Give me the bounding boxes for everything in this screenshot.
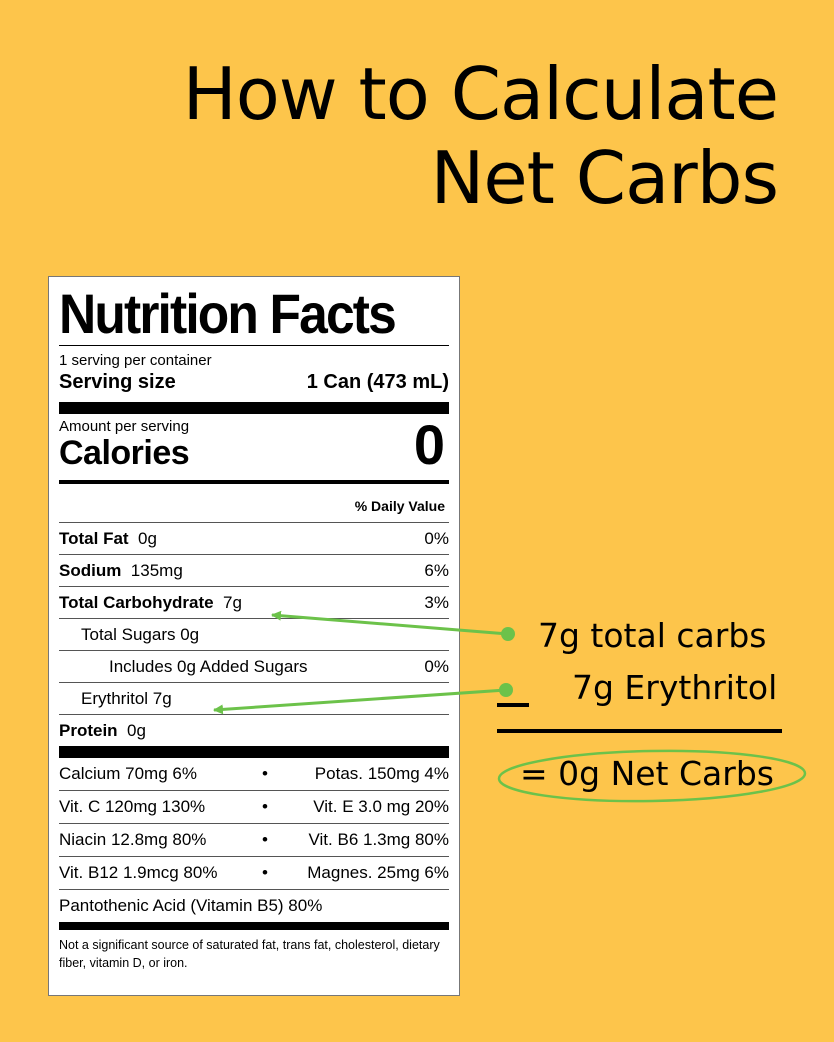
mineral-right: Vit. B6 1.3mg 80% xyxy=(308,830,450,849)
total-fat-amount: 0g xyxy=(138,528,157,548)
servings-per-container: 1 serving per container xyxy=(59,352,212,369)
sodium-amount: 135mg xyxy=(130,560,183,580)
protein-amount: 0g xyxy=(127,720,146,740)
sodium-row: Sodium 135mg 6% xyxy=(59,554,449,586)
calories-block: Amount per serving Calories 0 xyxy=(59,413,449,478)
total-carbs-dot xyxy=(501,627,515,641)
calories-value: 0 xyxy=(413,413,445,476)
mineral-right: Potas. 150mg 4% xyxy=(314,764,449,783)
mineral-row: Calcium 70mg 6% • Potas. 150mg 4% xyxy=(59,758,449,790)
pantothenic-row: Pantothenic Acid (Vitamin B5) 80% xyxy=(59,889,449,922)
sodium-name: Sodium xyxy=(59,560,122,580)
added-sugars-dv: 0% xyxy=(424,656,449,676)
total-carbohydrate-row: Total Carbohydrate 7g 3% xyxy=(59,586,449,618)
title-line-1: How to Calculate xyxy=(182,52,779,136)
divider-thick xyxy=(59,402,449,414)
added-sugars-row: Includes 0g Added Sugars 0% xyxy=(59,650,449,682)
erythritol-annotation: 7g Erythritol xyxy=(572,668,778,707)
serving-size-value: 1 Can (473 mL) xyxy=(306,371,449,393)
nutrition-facts-label: Nutrition Facts 1 serving per container … xyxy=(48,276,460,996)
mineral-left: Vit. B12 1.9mcg 80% xyxy=(59,863,218,882)
title-line-2: Net Carbs xyxy=(430,136,779,220)
minus-sign xyxy=(497,703,529,707)
bullet: • xyxy=(262,863,268,882)
serving-size-row: Serving size 1 Can (473 mL) xyxy=(59,371,449,394)
divider-thick xyxy=(59,922,449,930)
erythritol-text: Erythritol 7g xyxy=(81,688,172,708)
total-fat-name: Total Fat xyxy=(59,528,129,548)
net-carbs-annotation: = 0g Net Carbs xyxy=(520,754,774,793)
erythritol-arrow xyxy=(213,688,507,715)
protein-name: Protein xyxy=(59,720,118,740)
bullet: • xyxy=(262,797,268,816)
protein-row: Protein 0g xyxy=(59,714,449,746)
bullet: • xyxy=(262,764,268,783)
total-fat-row: Total Fat 0g 0% xyxy=(59,522,449,554)
total-carb-name: Total Carbohydrate xyxy=(59,592,214,612)
total-sugars-text: Total Sugars 0g xyxy=(81,624,200,644)
sodium-dv: 6% xyxy=(424,560,449,580)
mineral-left: Niacin 12.8mg 80% xyxy=(59,830,207,849)
pantothenic-text: Pantothenic Acid (Vitamin B5) 80% xyxy=(59,896,323,915)
erythritol-dot xyxy=(499,683,513,697)
erythritol-row: Erythritol 7g xyxy=(59,682,449,714)
serving-size-label: Serving size xyxy=(59,371,176,393)
total-fat-dv: 0% xyxy=(424,528,449,548)
footnote: Not a significant source of saturated fa… xyxy=(59,938,440,970)
net-carbs-circle xyxy=(497,749,807,803)
mineral-right: Vit. E 3.0 mg 20% xyxy=(313,797,449,816)
divider-medium xyxy=(59,480,449,484)
total-carbs-arrow xyxy=(271,610,509,636)
mineral-row: Vit. B12 1.9mcg 80% • Magnes. 25mg 6% xyxy=(59,856,449,889)
total-carb-dv: 3% xyxy=(424,592,449,612)
daily-value-header: % Daily Value xyxy=(354,498,445,514)
page-title: How to Calculate Net Carbs xyxy=(182,52,779,220)
calories-label: Calories xyxy=(59,434,190,472)
divider xyxy=(59,345,449,346)
mineral-row: Vit. C 120mg 130% • Vit. E 3.0 mg 20% xyxy=(59,790,449,823)
equation-bar xyxy=(497,729,782,733)
total-carbs-annotation: 7g total carbs xyxy=(538,616,767,655)
nutrition-facts-heading: Nutrition Facts xyxy=(59,282,397,345)
divider-thick xyxy=(59,746,449,758)
mineral-left: Vit. C 120mg 130% xyxy=(59,797,206,816)
amount-per-serving: Amount per serving xyxy=(59,418,190,435)
bullet: • xyxy=(262,830,268,849)
total-sugars-row: Total Sugars 0g xyxy=(59,618,449,650)
added-sugars-text: Includes 0g Added Sugars xyxy=(109,656,308,676)
total-carb-amount: 7g xyxy=(223,592,242,612)
mineral-right: Magnes. 25mg 6% xyxy=(307,863,449,882)
mineral-left: Calcium 70mg 6% xyxy=(59,764,197,783)
mineral-row: Niacin 12.8mg 80% • Vit. B6 1.3mg 80% xyxy=(59,823,449,856)
